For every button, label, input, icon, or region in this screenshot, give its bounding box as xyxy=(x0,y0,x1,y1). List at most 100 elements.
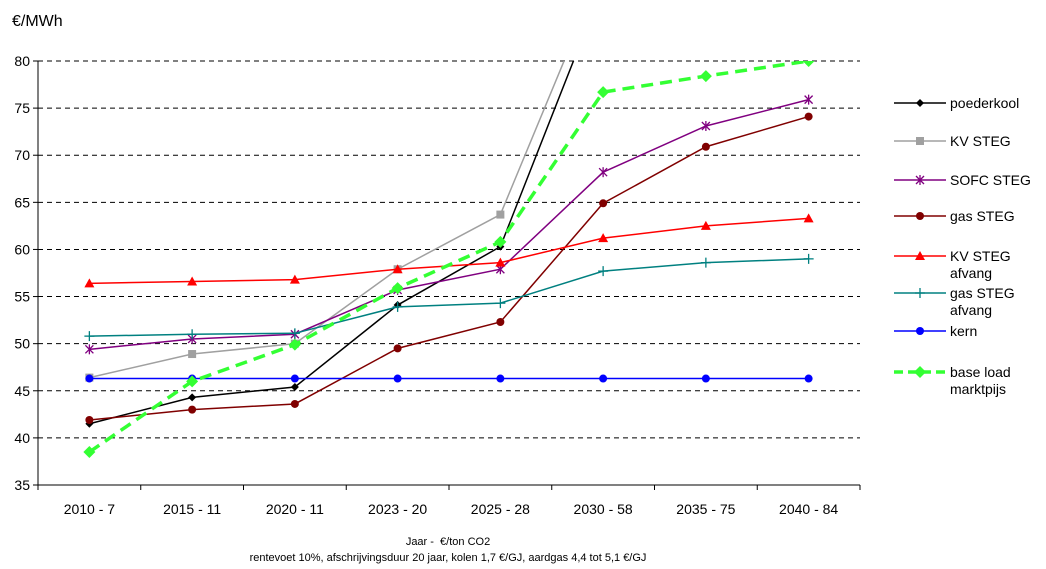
series-line xyxy=(89,217,809,285)
y-tick-label: 50 xyxy=(14,336,30,352)
data-point xyxy=(804,112,813,121)
y-tick-label: 45 xyxy=(14,383,30,399)
data-point xyxy=(186,375,199,388)
data-point xyxy=(84,331,95,342)
data-point xyxy=(599,374,608,383)
legend: poederkool KV STEG SOFC STEG gas STEG KV STE… xyxy=(894,95,1031,397)
data-point xyxy=(700,257,711,268)
data-point xyxy=(496,210,505,219)
data-point xyxy=(496,317,505,326)
data-point xyxy=(85,374,94,383)
data-point xyxy=(598,266,609,277)
data-point xyxy=(288,338,301,351)
data-point xyxy=(85,415,94,424)
series-gas-steg xyxy=(85,112,813,424)
data-point xyxy=(392,264,403,274)
data-point xyxy=(392,301,403,312)
data-point xyxy=(188,405,197,414)
y-axis-label: €/MWh xyxy=(12,13,63,30)
data-point xyxy=(915,251,925,260)
x-tick-label: 2020 - 11 xyxy=(266,501,324,517)
series-sofc-steg xyxy=(84,94,814,355)
legend-item: SOFC STEG xyxy=(894,172,1031,188)
data-point xyxy=(916,212,924,220)
legend-label: SOFC STEG xyxy=(950,172,1031,188)
y-tick-label: 55 xyxy=(14,289,30,305)
x-tick-label: 2023 - 20 xyxy=(368,501,427,517)
data-point xyxy=(393,344,402,353)
series-kv-steg xyxy=(85,61,565,382)
data-point xyxy=(188,350,197,359)
y-tick-label: 35 xyxy=(14,477,30,493)
y-tick-label: 75 xyxy=(14,100,30,116)
data-point xyxy=(187,276,198,286)
legend-label: base load marktpijs xyxy=(950,364,1011,397)
x-tick-label: 2030 - 58 xyxy=(574,501,633,517)
x-axis-label: Jaar - €/ton CO2 xyxy=(406,536,490,548)
data-point xyxy=(803,213,814,223)
legend-item: KV STEG xyxy=(894,133,1011,149)
legend-item: kern xyxy=(894,323,977,339)
legend-label: KV STEG xyxy=(950,133,1011,149)
data-point xyxy=(495,298,506,309)
legend-item: poederkool xyxy=(894,95,1019,111)
data-point xyxy=(802,61,815,67)
series-gas-steg-afvang xyxy=(84,253,814,342)
x-tick-label: 2025 - 28 xyxy=(471,501,530,517)
data-point xyxy=(916,327,924,335)
legend-item: gas STEG xyxy=(894,208,1015,224)
data-point xyxy=(916,99,924,107)
data-point xyxy=(496,374,505,383)
data-point xyxy=(701,374,710,383)
data-point xyxy=(289,274,300,284)
series-line xyxy=(88,61,809,454)
data-point xyxy=(804,374,813,383)
data-point xyxy=(290,383,299,392)
series-poederkool xyxy=(85,61,575,428)
series-line xyxy=(89,115,809,421)
data-point xyxy=(187,329,198,340)
data-point xyxy=(699,70,712,83)
data-point xyxy=(915,288,925,298)
data-point xyxy=(701,142,710,151)
data-point xyxy=(290,399,299,408)
data-point xyxy=(290,374,299,383)
data-point xyxy=(289,328,300,339)
legend-label: kern xyxy=(950,323,977,339)
y-tick-labels: 35 40 45 50 55 60 65 70 75 80 xyxy=(14,53,30,493)
y-tick-label: 80 xyxy=(14,53,30,69)
y-tick-label: 65 xyxy=(14,194,30,210)
legend-label: poederkool xyxy=(950,95,1019,111)
legend-label: gas STEG xyxy=(950,208,1015,224)
data-point xyxy=(700,220,711,230)
legend-item: base load marktpijs xyxy=(894,364,1011,397)
series-line xyxy=(89,258,809,337)
legend-label: KV STEG afvang xyxy=(950,248,1011,281)
data-point xyxy=(495,257,506,267)
data-point xyxy=(83,446,96,459)
data-point xyxy=(494,235,507,248)
series-line xyxy=(89,61,575,425)
data-point xyxy=(84,278,95,288)
series-base-load-marktpijs xyxy=(83,61,815,459)
x-tick-label: 2040 - 84 xyxy=(779,501,838,517)
data-point xyxy=(597,86,610,99)
data-point xyxy=(915,175,925,185)
grid-lines xyxy=(38,60,860,439)
data-point xyxy=(701,121,711,132)
y-tick-label: 40 xyxy=(14,430,30,446)
data-point xyxy=(598,233,609,243)
data-point xyxy=(188,393,197,402)
y-tick-label: 70 xyxy=(14,147,30,163)
data-point xyxy=(916,137,924,145)
series-lines xyxy=(83,61,815,459)
x-tick-label: 2010 - 7 xyxy=(64,501,116,517)
x-tick-label: 2015 - 11 xyxy=(163,501,221,517)
legend-label: gas STEG afvang xyxy=(950,285,1015,318)
data-point xyxy=(393,374,402,383)
axes xyxy=(33,60,861,490)
series-line xyxy=(89,61,565,379)
legend-item: gas STEG afvang xyxy=(894,285,1015,318)
series-line xyxy=(89,98,809,351)
